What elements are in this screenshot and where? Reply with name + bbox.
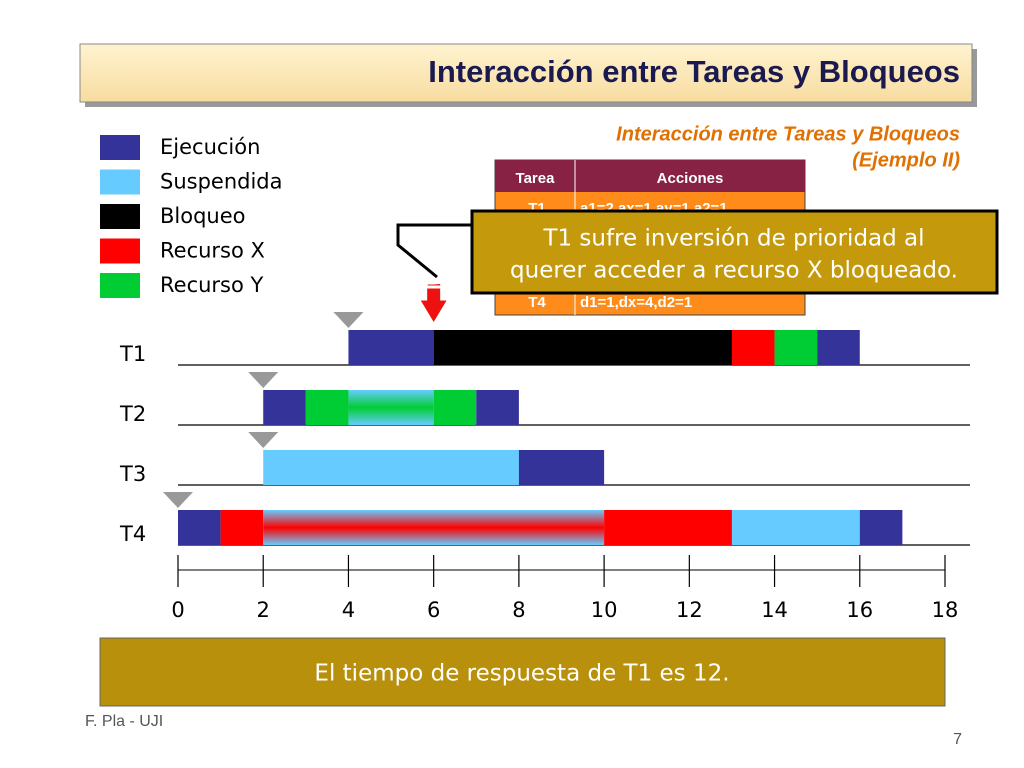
table-header [495,160,805,192]
segment [220,510,264,545]
legend-label: Bloqueo [160,204,246,228]
subtitle: (Ejemplo II) [852,149,960,171]
segment [774,330,818,365]
table-cell: T4 [528,294,546,311]
author: F. Pla - UJI [85,713,163,730]
legend-swatch [100,204,140,229]
legend-swatch [100,273,140,298]
x-tick-label: 12 [676,598,703,622]
table-header-cell: Acciones [657,170,724,187]
callout [470,209,999,295]
title: Interacción entre Tareas y Bloqueos [428,54,960,89]
legend-label: Ejecución [160,135,260,159]
title-box [79,43,973,103]
segment [859,510,903,545]
page-number: 7 [953,731,962,748]
segment [604,510,732,545]
arrival-marker [163,492,193,508]
table-header-cell: Tarea [516,170,556,187]
arrival-marker [248,432,279,448]
segment [518,450,605,485]
x-tick-label: 16 [846,598,873,622]
segment [263,390,306,425]
task-label: T3 [119,462,146,486]
alert-arrow [420,284,447,322]
segment [433,390,477,425]
segment [731,330,775,365]
x-tick-label: 8 [512,598,525,622]
segment [305,390,349,425]
legend-label: Suspendida [160,170,283,194]
legend-label: Recurso X [160,239,265,263]
callout-text: querer acceder a recurso X bloqueado. [510,258,958,284]
task-label: T4 [119,522,146,546]
segment [731,510,860,545]
segment [817,330,860,365]
x-tick-label: 6 [427,598,440,622]
table-cell: d1=1,dx=4,d2=1 [580,294,692,311]
x-tick-label: 2 [257,598,270,622]
legend-swatch [100,238,140,264]
legend-swatch [100,135,140,160]
segment [263,450,519,485]
subtitle: Interacción entre Tareas y Bloqueos [616,123,960,145]
x-tick-label: 14 [761,598,788,622]
x-tick-label: 10 [591,598,618,622]
segment [178,510,221,545]
x-tick-label: 0 [171,598,184,622]
segment [348,390,434,425]
arrival-marker [333,312,364,328]
callout-text: T1 sufre inversión de prioridad al [542,226,924,252]
arrival-marker [248,372,279,388]
segment [263,510,605,545]
task-label: T2 [119,402,146,426]
segment [476,390,519,425]
legend-swatch [100,169,140,195]
task-label: T1 [119,342,146,366]
segment [348,330,434,365]
footer-text: El tiempo de respuesta de T1 es 12. [314,661,729,687]
x-tick-label: 4 [342,598,355,622]
segment [433,330,732,365]
callout-pointer [396,223,472,279]
x-tick-label: 18 [932,598,959,622]
footer-box [99,637,946,707]
legend-label: Recurso Y [160,273,264,297]
